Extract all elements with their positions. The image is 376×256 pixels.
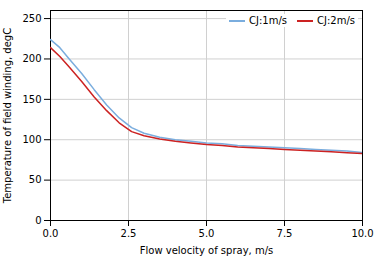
svg-text:150: 150 — [22, 94, 41, 105]
svg-text:200: 200 — [22, 53, 41, 64]
svg-text:5.0: 5.0 — [199, 228, 215, 239]
svg-text:Flow velocity of spray, m/s: Flow velocity of spray, m/s — [140, 245, 273, 256]
svg-text:250: 250 — [22, 13, 41, 24]
svg-text:100: 100 — [22, 134, 41, 145]
html-text:CJ:2m/s: CJ:2m/s — [317, 15, 355, 26]
svg-text:0.0: 0.0 — [43, 228, 59, 239]
svg-text:0: 0 — [35, 215, 41, 226]
svg-text:10.0: 10.0 — [351, 228, 373, 239]
svg-text:Temperature of field winding,: Temperature of field winding, degC — [2, 28, 13, 204]
html-text:CJ:1m/s: CJ:1m/s — [249, 15, 287, 26]
svg-text:50: 50 — [29, 174, 42, 185]
svg-text:2.5: 2.5 — [121, 228, 137, 239]
svg-text:7.5: 7.5 — [277, 228, 293, 239]
